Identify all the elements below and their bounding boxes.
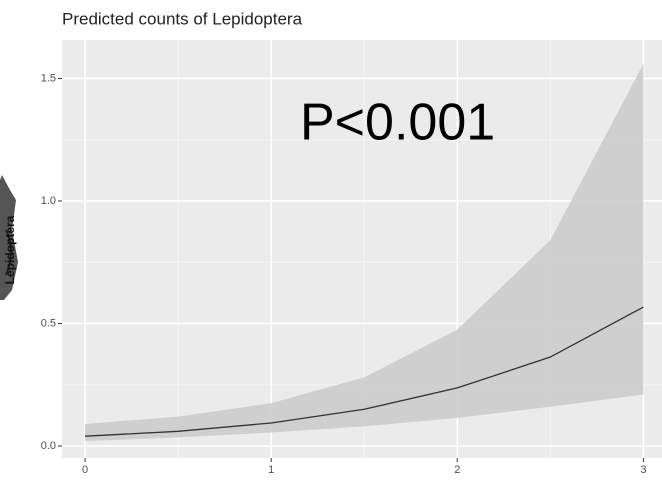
- x-tick-label: 0: [82, 464, 88, 476]
- y-tick-label: 1.5: [41, 72, 56, 84]
- x-tick-label: 2: [454, 464, 460, 476]
- plot: [62, 40, 662, 458]
- x-tick-label: 1: [268, 464, 274, 476]
- chart-title: Predicted counts of Lepidoptera: [62, 9, 303, 28]
- y-axis-label: Lepidoptera: [3, 215, 17, 284]
- annotation: P<0.001: [300, 94, 495, 152]
- line: [85, 306, 644, 437]
- y-tick-label: 1.0: [41, 195, 56, 207]
- x-tick-label: 3: [640, 464, 646, 476]
- y-tick-label: 0.0: [41, 440, 56, 452]
- moth-icon: [0, 175, 18, 300]
- y-tick-label: 0.5: [41, 317, 56, 329]
- confidence-band: [85, 63, 644, 442]
